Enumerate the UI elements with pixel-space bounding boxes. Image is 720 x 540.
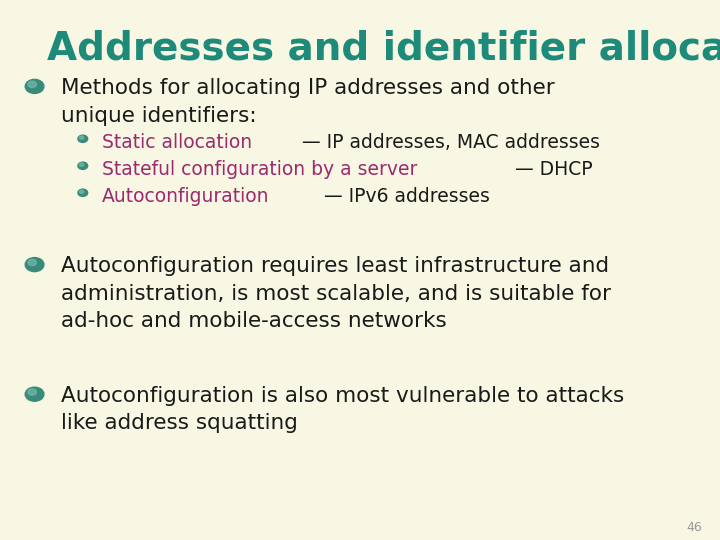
Circle shape (25, 258, 44, 272)
Circle shape (28, 389, 37, 395)
Text: Autoconfiguration requires least infrastructure and
administration, is most scal: Autoconfiguration requires least infrast… (61, 256, 611, 331)
Circle shape (79, 190, 84, 193)
Text: — IP addresses, MAC addresses: — IP addresses, MAC addresses (296, 133, 600, 152)
Circle shape (79, 136, 84, 139)
Circle shape (25, 79, 44, 93)
Text: Stateful configuration by a server: Stateful configuration by a server (102, 160, 418, 179)
Text: Autoconfiguration: Autoconfiguration (102, 187, 270, 206)
Text: Static allocation: Static allocation (102, 133, 253, 152)
Circle shape (28, 81, 37, 87)
Circle shape (78, 135, 88, 143)
Text: Addresses and identifier allocation: Addresses and identifier allocation (47, 30, 720, 68)
Circle shape (78, 162, 88, 170)
Circle shape (78, 189, 88, 197)
Text: Methods for allocating IP addresses and other
unique identifiers:: Methods for allocating IP addresses and … (61, 78, 555, 125)
Text: — IPv6 addresses: — IPv6 addresses (318, 187, 490, 206)
Circle shape (28, 259, 37, 266)
Circle shape (25, 387, 44, 401)
Circle shape (79, 163, 84, 166)
Text: 46: 46 (686, 521, 702, 534)
Text: Autoconfiguration is also most vulnerable to attacks
like address squatting: Autoconfiguration is also most vulnerabl… (61, 386, 624, 433)
Text: — DHCP: — DHCP (509, 160, 593, 179)
